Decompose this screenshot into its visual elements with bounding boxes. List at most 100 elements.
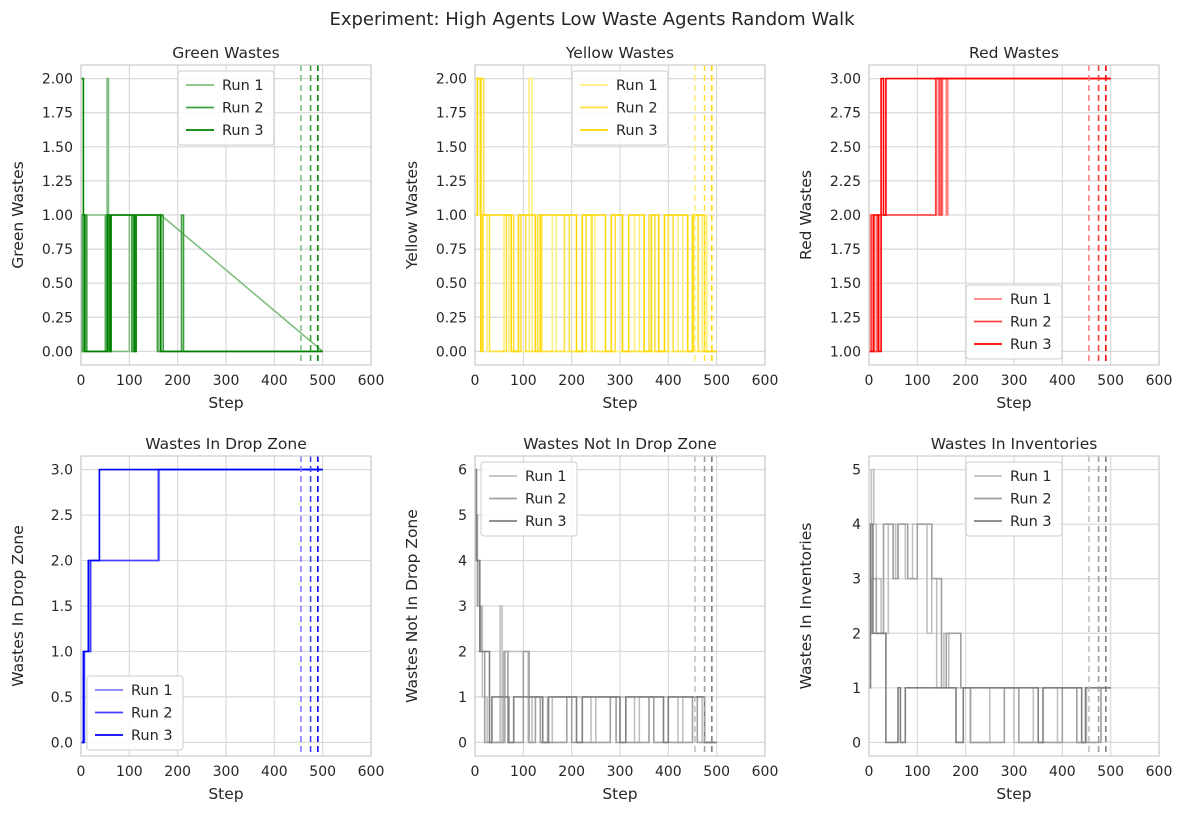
y-tick-label: 1.00	[830, 344, 861, 360]
x-tick-label: 500	[309, 373, 336, 389]
x-tick-label: 400	[1049, 764, 1076, 780]
legend-label-run-2: Run 2	[616, 101, 658, 117]
figure-title: Experiment: High Agents Low Waste Agents…	[329, 9, 855, 30]
y-tick-label: 2.75	[830, 106, 861, 122]
y-tick-label: 5	[852, 463, 861, 479]
legend-label-run-3: Run 3	[1010, 514, 1052, 530]
x-tick-label: 0	[77, 764, 86, 780]
plot-frame	[474, 64, 766, 366]
series-line-run-3	[475, 468, 717, 744]
x-tick-label: 500	[309, 764, 336, 780]
subplot-title: Wastes Not In Drop Zone	[523, 435, 717, 453]
series-line-run-2	[869, 523, 1111, 744]
y-tick-label: 6	[458, 463, 467, 479]
legend-frame	[177, 70, 275, 146]
y-tick-label: 1.00	[436, 208, 467, 224]
x-tick-label: 500	[1097, 373, 1124, 389]
x-tick-label: 200	[952, 373, 979, 389]
series-line-run-3	[81, 468, 323, 744]
series-line-run-1	[475, 468, 717, 744]
legend: Run 1 Run 2 Run 3	[480, 461, 578, 537]
legend-label-run-1: Run 1	[1010, 469, 1052, 485]
x-tick-label: 100	[904, 764, 931, 780]
y-tick-label: 2.00	[436, 72, 467, 88]
y-tick-label: 2.00	[830, 208, 861, 224]
x-tick-label: 200	[558, 764, 585, 780]
subplot-title: Green Wastes	[172, 44, 279, 62]
y-tick-label: 2.5	[51, 508, 73, 524]
x-tick-label: 0	[77, 373, 86, 389]
legend-label-run-2: Run 2	[1010, 315, 1052, 331]
series-line-run-3	[475, 77, 717, 353]
y-tick-label: 2.0	[51, 554, 73, 570]
plot-frame	[868, 455, 1160, 757]
series-group	[475, 65, 717, 365]
legend-frame	[571, 70, 669, 146]
y-tick-label: 0	[852, 735, 861, 751]
legend-label-run-3: Run 3	[525, 514, 567, 530]
plot-frame	[80, 64, 372, 366]
y-tick-label: 0.00	[436, 344, 467, 360]
x-tick-label: 0	[471, 373, 480, 389]
x-tick-label: 300	[213, 764, 240, 780]
plot-frame	[868, 64, 1160, 366]
y-tick-label: 2.50	[830, 140, 861, 156]
y-tick-label: 1	[852, 681, 861, 697]
y-tick-label: 0.00	[42, 344, 73, 360]
y-tick-label: 4	[458, 554, 467, 570]
y-tick-label: 3	[458, 599, 467, 615]
series-group	[81, 456, 323, 756]
x-tick-label: 0	[865, 373, 874, 389]
legend-label-run-2: Run 2	[1010, 492, 1052, 508]
x-tick-label: 600	[358, 373, 385, 389]
y-tick-label: 1.50	[830, 276, 861, 292]
subplot-title: Yellow Wastes	[565, 44, 674, 62]
series-group	[475, 456, 717, 756]
legend: Run 1 Run 2 Run 3	[86, 675, 184, 751]
legend: Run 1 Run 2 Run 3	[965, 461, 1063, 537]
y-tick-label: 0	[458, 735, 467, 751]
y-tick-label: 1.50	[42, 140, 73, 156]
subplot-title: Wastes In Inventories	[931, 435, 1098, 453]
y-tick-label: 1	[458, 690, 467, 706]
y-tick-label: 2.00	[42, 72, 73, 88]
subplot-red-wastes: 0 100 200 300 400 500 600 1.00 1.25 1.50 1.75 2.00 2…	[797, 44, 1172, 412]
y-tick-label: 1.25	[830, 310, 861, 326]
x-tick-label: 200	[164, 373, 191, 389]
x-axis-label: Step	[996, 785, 1031, 803]
y-tick-label: 0.75	[436, 242, 467, 258]
x-tick-label: 300	[607, 373, 634, 389]
x-tick-label: 100	[510, 764, 537, 780]
y-tick-label: 3	[852, 572, 861, 588]
y-tick-label: 4	[852, 517, 861, 533]
subplot-wastes-in-drop-zone: 0 100 200 300 400 500 600 0.0 0.5 1.0 1.5 2.0 2.5 3.0…	[9, 435, 384, 803]
legend-label-run-1: Run 1	[131, 683, 173, 699]
legend-label-run-1: Run 1	[525, 469, 567, 485]
x-tick-label: 500	[703, 373, 730, 389]
y-tick-label: 1.50	[436, 140, 467, 156]
y-axis-label: Green Wastes	[9, 161, 27, 268]
legend-frame	[965, 461, 1063, 537]
y-axis-label: Wastes In Drop Zone	[9, 525, 27, 687]
y-tick-label: 1.00	[42, 208, 73, 224]
y-tick-label: 0.25	[42, 310, 73, 326]
x-tick-label: 500	[703, 764, 730, 780]
x-tick-label: 300	[1001, 764, 1028, 780]
y-tick-label: 1.75	[436, 106, 467, 122]
y-tick-label: 0.0	[51, 735, 73, 751]
y-tick-label: 1.75	[830, 242, 861, 258]
y-tick-label: 1.0	[51, 644, 73, 660]
series-line-run-2	[869, 77, 1111, 353]
series-line-run-3	[869, 523, 1111, 744]
x-axis-label: Step	[602, 394, 637, 412]
x-axis-label: Step	[208, 394, 243, 412]
legend-label-run-3: Run 3	[616, 123, 658, 139]
x-tick-label: 200	[164, 764, 191, 780]
legend: Run 1 Run 2 Run 3	[965, 284, 1063, 360]
legend: Run 1 Run 2 Run 3	[571, 70, 669, 146]
series-line-run-1	[869, 468, 1111, 744]
x-tick-label: 600	[752, 373, 779, 389]
subplot-wastes-in-inventories: 0 100 200 300 400 500 600 0 1 2 3 4 5 Wastes In Inven…	[797, 435, 1172, 803]
x-tick-label: 0	[471, 764, 480, 780]
x-tick-label: 200	[558, 373, 585, 389]
